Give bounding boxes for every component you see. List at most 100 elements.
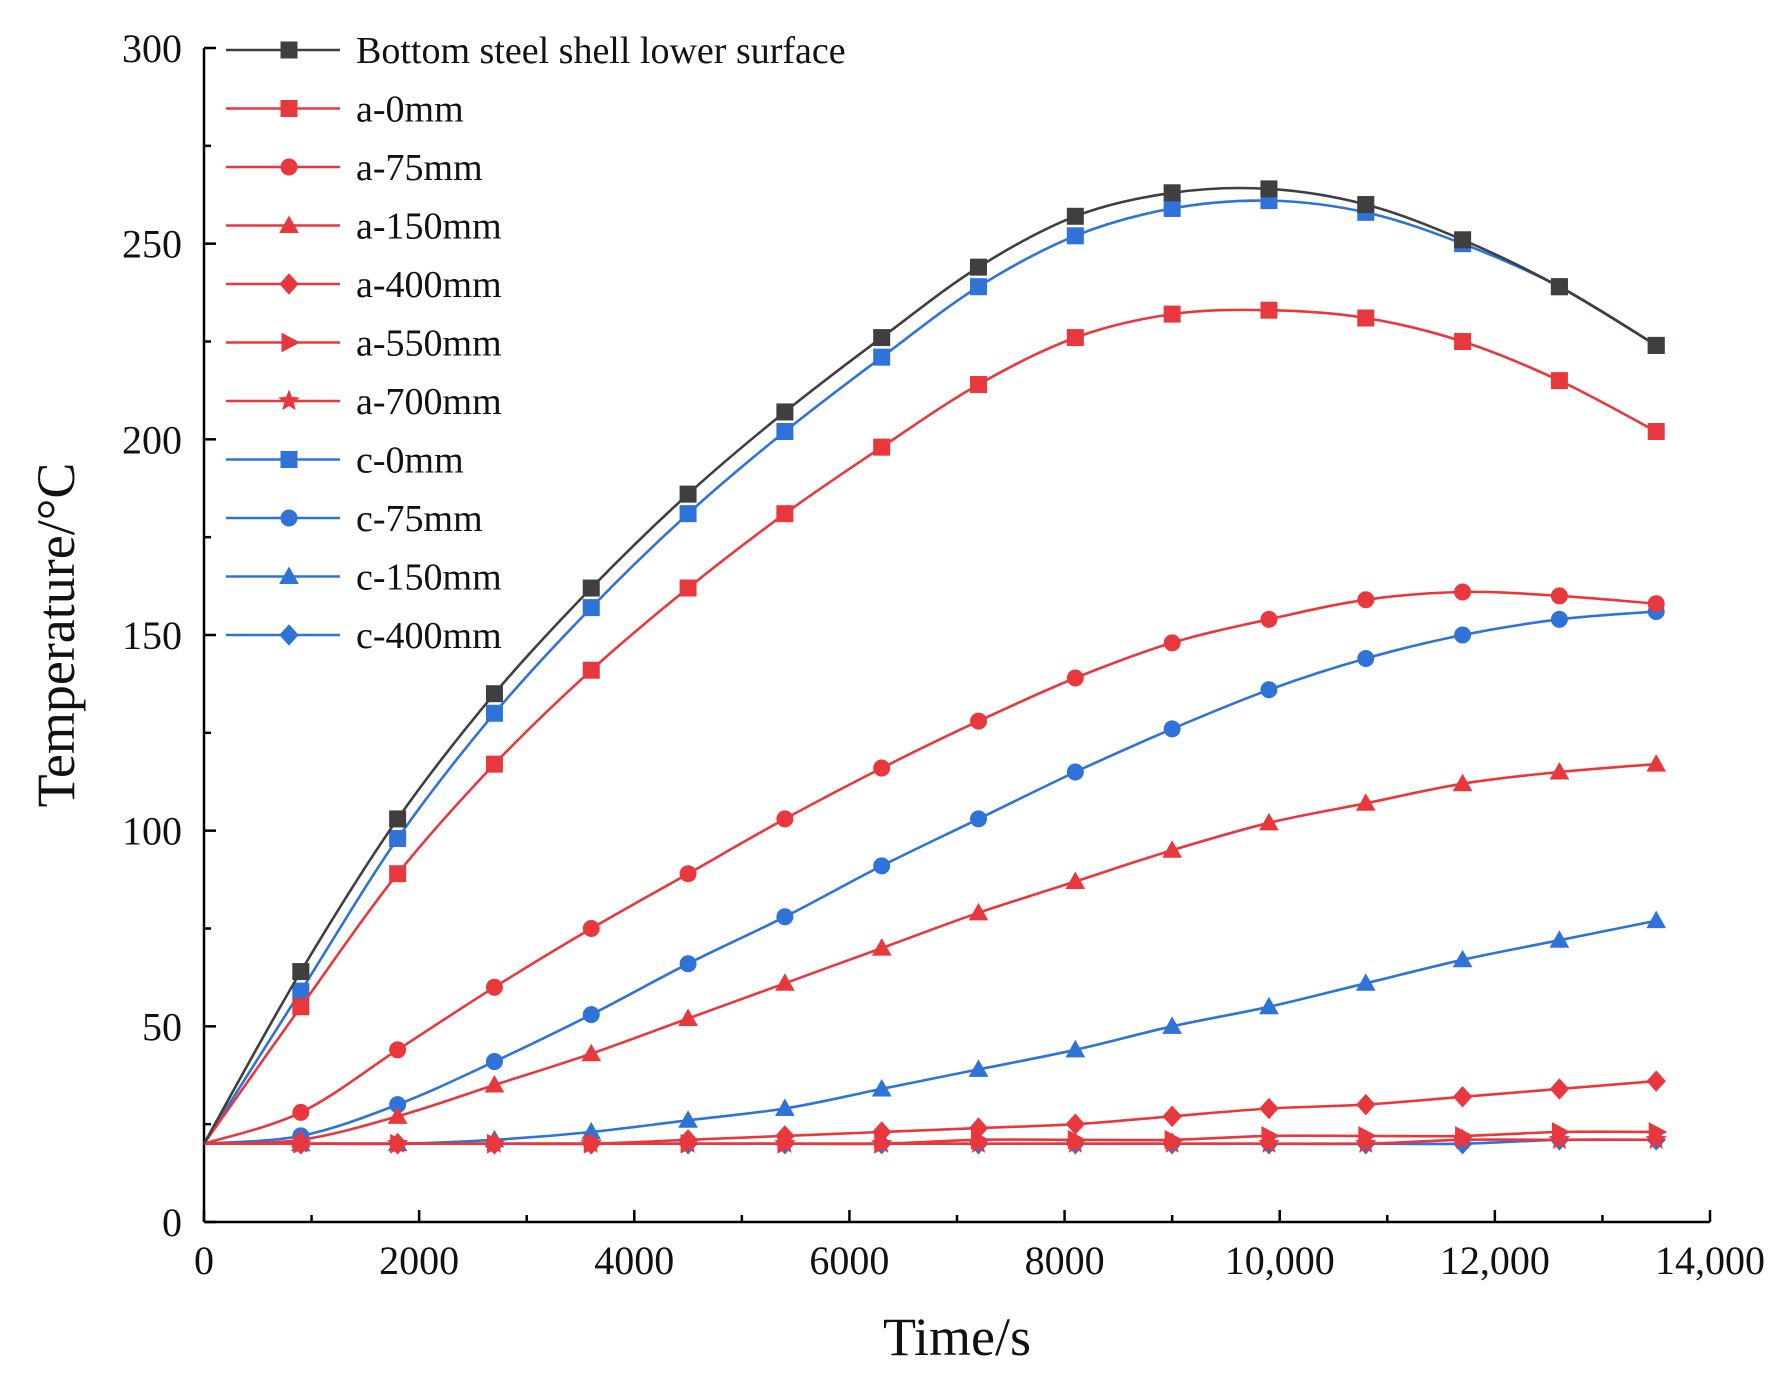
data-point [873,329,891,347]
y-tick-label: 200 [122,417,182,462]
legend-marker [280,509,298,527]
data-point [1551,1122,1571,1142]
data-point [484,1132,505,1155]
data-point [1452,773,1473,792]
data-point [1065,1113,1086,1135]
data-point [1163,305,1181,323]
legend-label: Bottom steel shell lower surface [356,30,846,72]
x-tick-label: 6000 [809,1238,889,1283]
data-point [1454,626,1472,644]
data-point [776,908,794,926]
data-point [871,1078,892,1097]
series-line-c-150mm [203,919,1657,1146]
legend-item-a-550mm: a-550mm [226,323,502,365]
data-point [1647,595,1665,613]
data-point [1646,1070,1666,1092]
legend-label: a-0mm [356,89,464,131]
legend-label: c-75mm [356,498,483,540]
data-point [1067,1129,1087,1150]
series-a-0mm [202,301,1665,1145]
data-point [1357,309,1375,327]
legend-item-a-400mm: a-400mm [226,264,502,306]
data-point [1646,910,1667,929]
legend-item-c-400mm: c-400mm [226,615,502,657]
legend-marker [281,332,301,353]
data-point [1163,720,1181,738]
data-point [1647,423,1665,441]
legend-label: a-150mm [356,206,502,248]
data-point [872,1121,892,1143]
x-tick-label: 8000 [1025,1238,1105,1283]
legend-marker [279,273,299,295]
data-point [582,920,600,937]
series-line-c-75mm [203,610,1657,1145]
data-point [1550,587,1568,605]
series-line-a-400mm [203,1079,1657,1146]
data-point [1356,1093,1376,1116]
data-point [1549,761,1570,780]
data-point [776,505,794,523]
data-point [1358,1126,1377,1146]
x-tick-label: 0 [194,1238,214,1283]
data-point [970,810,988,828]
data-point [1065,871,1086,890]
series-layer [202,180,1668,1155]
data-point [1259,996,1279,1015]
x-tick-label: 12,000 [1440,1238,1550,1283]
axis-ticks: 0 2000 4000 6000 8000 10,000 12,000 14,000 0 50 10… [122,26,1765,1283]
series-line-a-75mm [203,590,1657,1145]
data-point [387,1132,408,1155]
data-point [582,579,600,597]
data-point [1357,196,1375,214]
data-point [1549,1078,1570,1100]
data-point [1162,1016,1182,1034]
data-point [389,865,407,883]
data-point [1550,278,1568,296]
data-point [1455,1126,1474,1146]
data-point [679,505,697,523]
legend-item-a-75mm: a-75mm [226,147,483,189]
data-point [1454,333,1472,350]
x-tick-label: 14,000 [1655,1238,1765,1283]
data-point [1261,1126,1281,1146]
data-point [970,278,988,296]
legend-item-a-700mm: a-700mm [226,381,502,423]
data-point [581,1043,602,1062]
y-tick-label: 250 [122,222,182,267]
data-point [1647,336,1665,354]
y-tick-label: 0 [162,1200,182,1245]
data-point [1648,1122,1668,1142]
data-point [581,1132,601,1155]
legend-label: c-150mm [356,557,502,599]
legend-item-c-75mm: c-75mm [226,498,483,540]
data-point [1454,583,1472,601]
series-c-150mm [203,910,1667,1152]
legend-label: a-400mm [356,264,502,306]
series-c-75mm [203,603,1665,1145]
data-point [485,978,503,996]
x-axis-title: Time/s [883,1307,1031,1367]
data-point [679,955,697,973]
data-point [1162,840,1182,858]
data-point [775,973,795,991]
legend: Bottom steel shell lower surface a-0mm a-7… [226,30,846,657]
legend-marker [279,566,299,584]
legend-marker [280,41,298,59]
data-point [1550,372,1568,390]
data-point [1066,669,1084,687]
data-point [1066,207,1084,225]
data-point [1357,591,1375,609]
data-point [485,1053,503,1071]
data-point [292,998,310,1016]
y-tick-label: 150 [122,613,182,658]
y-tick-label: 50 [142,1004,182,1049]
data-point [290,1129,311,1148]
data-point [1452,949,1473,968]
data-point [1066,763,1084,781]
data-point [1066,329,1084,347]
series-line-a-150mm [203,762,1657,1145]
series-bottom-steel-shell-lower-surface [202,180,1665,1145]
series-line-a-0mm [202,308,1657,1145]
series-a-150mm [203,754,1667,1148]
